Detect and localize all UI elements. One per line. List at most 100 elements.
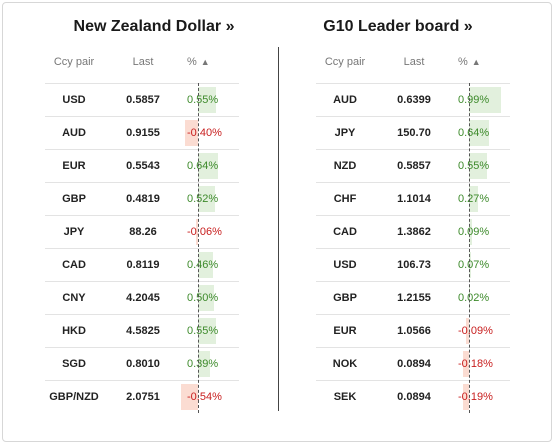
currency-pair[interactable]: EUR [333, 325, 357, 337]
percent-change: -0.18% [458, 358, 493, 370]
currency-pair[interactable]: NZD [333, 160, 357, 172]
percent-change: -0.19% [458, 391, 493, 403]
currency-pair[interactable]: SGD [62, 358, 86, 370]
positive-change-bar [198, 252, 213, 278]
g10-table-body: AUD 0.6399 0.99% JPY 150.70 0.64% NZD 0.5857 0.5… [316, 83, 510, 413]
table-row[interactable]: USD 0.5857 0.55% [45, 83, 239, 116]
negative-change-bar [185, 120, 198, 146]
col-header-last[interactable]: Last [132, 56, 154, 68]
table-row[interactable]: NOK 0.0894 -0.18% [316, 347, 510, 380]
change-cell: 0.55% [454, 150, 510, 182]
last-price: 0.8119 [126, 259, 160, 271]
last-price: 0.4819 [126, 193, 160, 205]
positive-change-bar [469, 87, 501, 113]
nzd-table-header: Ccy pair Last % ▲ [45, 41, 239, 83]
last-price: 0.5543 [126, 160, 160, 172]
percent-change: -0.06% [187, 226, 222, 238]
change-cell: 0.27% [454, 183, 510, 215]
currency-pair[interactable]: JPY [63, 226, 85, 238]
currency-pair[interactable]: SEK [333, 391, 357, 403]
col-header-pct[interactable]: % ▲ [454, 56, 510, 68]
currency-pair[interactable]: HKD [62, 325, 86, 337]
zero-reference-line [198, 83, 199, 413]
change-cell: 0.09% [454, 216, 510, 248]
widget-frame: New Zealand Dollar » Ccy pair Last % ▲ US… [2, 2, 552, 442]
table-row[interactable]: JPY 88.26 -0.06% [45, 215, 239, 248]
change-cell: -0.06% [183, 216, 239, 248]
currency-pair[interactable]: NOK [332, 358, 358, 370]
currency-pair[interactable]: GBP/NZD [49, 391, 99, 403]
percent-change: 0.99% [458, 94, 490, 106]
col-header-pair[interactable]: Ccy pair [324, 56, 366, 68]
last-price: 0.0894 [397, 391, 431, 403]
percent-change: 0.64% [458, 127, 490, 139]
change-cell: 0.55% [183, 315, 239, 347]
g10-table-header: Ccy pair Last % ▲ [316, 41, 510, 83]
col-header-pct-label: % [187, 56, 197, 68]
currency-pair[interactable]: EUR [62, 160, 86, 172]
table-row[interactable]: GBP 0.4819 0.52% [45, 182, 239, 215]
negative-change-bar [196, 219, 198, 245]
last-price: 1.3862 [397, 226, 431, 238]
change-cell: 0.46% [183, 249, 239, 281]
currency-pair[interactable]: CAD [62, 259, 86, 271]
positive-change-bar [198, 318, 216, 344]
change-cell: 0.07% [454, 249, 510, 281]
change-cell: 0.39% [183, 348, 239, 380]
table-row[interactable]: CAD 0.8119 0.46% [45, 248, 239, 281]
change-cell: 0.52% [183, 183, 239, 215]
table-row[interactable]: GBP/NZD 2.0751 -0.54% [45, 380, 239, 413]
last-price: 0.8010 [126, 358, 160, 370]
table-row[interactable]: GBP 1.2155 0.02% [316, 281, 510, 314]
col-header-pct-label: % [458, 56, 468, 68]
change-cell: 0.64% [183, 150, 239, 182]
table-row[interactable]: SEK 0.0894 -0.19% [316, 380, 510, 413]
currency-pair[interactable]: CHF [333, 193, 357, 205]
currency-pair[interactable]: JPY [334, 127, 356, 139]
currency-pair[interactable]: AUD [62, 127, 86, 139]
currency-pair[interactable]: USD [62, 94, 86, 106]
positive-change-bar [469, 120, 490, 146]
nzd-panel-title[interactable]: New Zealand Dollar » [73, 18, 235, 35]
table-row[interactable]: CHF 1.1014 0.27% [316, 182, 510, 215]
percent-change: 0.55% [458, 160, 490, 172]
col-header-pair[interactable]: Ccy pair [53, 56, 95, 68]
table-row[interactable]: EUR 1.0566 -0.09% [316, 314, 510, 347]
table-row[interactable]: CAD 1.3862 0.09% [316, 215, 510, 248]
currency-pair[interactable]: GBP [62, 193, 86, 205]
last-price: 88.26 [129, 226, 157, 238]
currency-pair[interactable]: CAD [333, 226, 357, 238]
change-cell: 0.55% [183, 84, 239, 116]
table-row[interactable]: USD 106.73 0.07% [316, 248, 510, 281]
table-row[interactable]: AUD 0.6399 0.99% [316, 83, 510, 116]
last-price: 0.9155 [126, 127, 160, 139]
table-row[interactable]: HKD 4.5825 0.55% [45, 314, 239, 347]
col-header-pct[interactable]: % ▲ [183, 56, 239, 68]
percent-change: 0.39% [187, 358, 219, 370]
g10-panel: G10 Leader board » Ccy pair Last % ▲ AUD 0… [316, 13, 510, 413]
negative-change-bar [462, 384, 469, 410]
percent-change: -0.54% [187, 391, 222, 403]
table-row[interactable]: EUR 0.5543 0.64% [45, 149, 239, 182]
currency-pair[interactable]: AUD [333, 94, 357, 106]
last-price: 4.5825 [126, 325, 160, 337]
currency-pair[interactable]: GBP [333, 292, 357, 304]
change-cell: 0.50% [183, 282, 239, 314]
col-header-last[interactable]: Last [403, 56, 425, 68]
negative-change-bar [466, 318, 469, 344]
percent-change: 0.64% [187, 160, 219, 172]
percent-change: -0.40% [187, 127, 222, 139]
table-row[interactable]: AUD 0.9155 -0.40% [45, 116, 239, 149]
table-row[interactable]: SGD 0.8010 0.39% [45, 347, 239, 380]
table-row[interactable]: JPY 150.70 0.64% [316, 116, 510, 149]
currency-pair[interactable]: CNY [62, 292, 86, 304]
positive-change-bar [198, 186, 215, 212]
change-cell: 0.64% [454, 117, 510, 149]
sort-up-icon: ▲ [471, 57, 481, 67]
g10-panel-title[interactable]: G10 Leader board » [323, 18, 473, 35]
nzd-table-body: USD 0.5857 0.55% AUD 0.9155 -0.40% EUR 0.5543 0.… [45, 83, 239, 413]
table-row[interactable]: NZD 0.5857 0.55% [316, 149, 510, 182]
currency-pair[interactable]: USD [333, 259, 357, 271]
table-row[interactable]: CNY 4.2045 0.50% [45, 281, 239, 314]
change-cell: 0.02% [454, 282, 510, 314]
